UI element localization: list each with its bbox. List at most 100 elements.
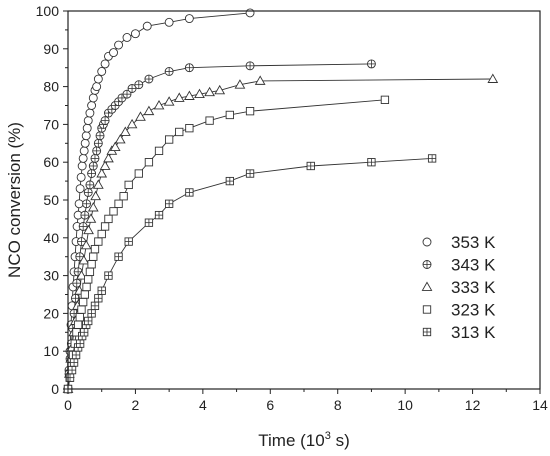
data-point bbox=[144, 74, 154, 84]
data-point bbox=[367, 158, 376, 167]
data-point bbox=[109, 48, 118, 58]
y-tick-label: 50 bbox=[43, 192, 59, 208]
data-point bbox=[185, 188, 194, 197]
data-point bbox=[427, 154, 437, 163]
x-tick-label: 14 bbox=[532, 397, 548, 413]
x-tick-label: 8 bbox=[334, 397, 342, 413]
x-tick-label: 2 bbox=[132, 397, 140, 413]
data-point bbox=[185, 124, 194, 133]
x-tick-label: 12 bbox=[465, 397, 481, 413]
y-tick-label: 70 bbox=[43, 116, 59, 132]
data-point bbox=[85, 213, 97, 223]
legend-item: 333 K bbox=[421, 278, 496, 297]
data-point bbox=[122, 33, 132, 42]
data-point bbox=[85, 267, 95, 276]
data-point bbox=[75, 184, 85, 194]
data-point bbox=[214, 84, 226, 95]
data-point bbox=[175, 127, 184, 137]
data-point bbox=[103, 152, 114, 163]
series-line bbox=[67, 12, 251, 390]
data-point bbox=[487, 73, 499, 83]
y-tick-label: 30 bbox=[43, 268, 59, 284]
data-point bbox=[78, 153, 88, 163]
data-point bbox=[90, 190, 102, 201]
data-point bbox=[144, 158, 154, 167]
data-point bbox=[75, 339, 85, 348]
data-point bbox=[154, 146, 164, 156]
data-point bbox=[92, 82, 102, 92]
data-point bbox=[194, 88, 205, 99]
y-tick-label: 80 bbox=[43, 79, 59, 95]
data-point bbox=[184, 63, 194, 73]
data-point bbox=[87, 309, 96, 318]
y-tick-label: 60 bbox=[43, 154, 59, 170]
data-point bbox=[114, 134, 126, 144]
data-point bbox=[245, 107, 255, 116]
data-point bbox=[142, 21, 152, 31]
y-tick-label: 20 bbox=[43, 305, 59, 321]
data-point bbox=[84, 316, 93, 326]
data-point bbox=[97, 286, 106, 295]
data-point bbox=[205, 116, 214, 125]
x-axis-label-sup: 3 bbox=[325, 430, 331, 442]
data-point bbox=[109, 207, 118, 216]
legend-item: 323 K bbox=[422, 301, 496, 320]
data-point bbox=[119, 126, 131, 136]
data-point bbox=[100, 116, 110, 126]
data-point bbox=[87, 260, 96, 269]
data-point bbox=[85, 180, 95, 190]
legend-marker bbox=[421, 281, 433, 291]
data-point bbox=[163, 96, 175, 106]
x-tick-label: 4 bbox=[199, 397, 207, 413]
data-point bbox=[88, 93, 98, 103]
data-point bbox=[67, 365, 77, 375]
data-point bbox=[164, 199, 174, 208]
data-point bbox=[114, 40, 124, 50]
legend-label: 333 K bbox=[451, 278, 496, 297]
x-tick-label: 10 bbox=[397, 397, 413, 413]
data-point bbox=[135, 111, 146, 121]
y-tick-label: 0 bbox=[51, 381, 59, 397]
x-axis-label-main: Time (10 bbox=[258, 431, 324, 450]
data-point bbox=[90, 301, 100, 310]
data-point bbox=[245, 8, 255, 18]
data-point bbox=[83, 224, 94, 235]
data-point bbox=[100, 222, 110, 231]
data-point bbox=[80, 328, 89, 337]
legend-marker bbox=[422, 327, 432, 337]
data-point bbox=[80, 239, 92, 250]
data-point bbox=[127, 84, 137, 93]
legend-item: 343 K bbox=[422, 256, 496, 275]
data-point bbox=[144, 218, 154, 227]
data-point bbox=[88, 161, 98, 171]
data-point bbox=[119, 192, 128, 201]
data-point bbox=[89, 252, 98, 261]
x-axis-label: Time (103 s) bbox=[258, 430, 349, 450]
data-point bbox=[87, 101, 97, 110]
data-point bbox=[245, 169, 255, 178]
series-1 bbox=[63, 59, 376, 394]
data-point bbox=[204, 86, 215, 97]
data-point bbox=[380, 95, 390, 104]
data-point bbox=[82, 199, 91, 209]
data-point bbox=[75, 313, 84, 322]
data-point bbox=[245, 61, 255, 71]
legend-item: 353 K bbox=[422, 233, 496, 252]
y-axis-label: NCO conversion (%) bbox=[5, 122, 24, 278]
data-point bbox=[92, 179, 104, 189]
series-3 bbox=[63, 95, 390, 394]
data-point bbox=[130, 29, 140, 39]
data-point bbox=[100, 59, 110, 69]
data-point bbox=[184, 14, 194, 24]
x-tick-label: 0 bbox=[64, 397, 72, 413]
data-point bbox=[109, 141, 121, 151]
data-point bbox=[153, 99, 165, 110]
axes: 0 2 4 6 8 10 12 14 0 10 20 30 40 50 60 70 80 90 100 bbox=[36, 3, 548, 413]
data-point bbox=[134, 169, 143, 178]
legend: 353 K 343 K 333 K 323 K 313 K bbox=[421, 233, 496, 342]
data-point bbox=[134, 80, 144, 90]
data-point bbox=[104, 271, 113, 280]
data-point bbox=[124, 237, 133, 246]
data-point bbox=[254, 75, 266, 85]
y-tick-label: 40 bbox=[43, 230, 59, 246]
